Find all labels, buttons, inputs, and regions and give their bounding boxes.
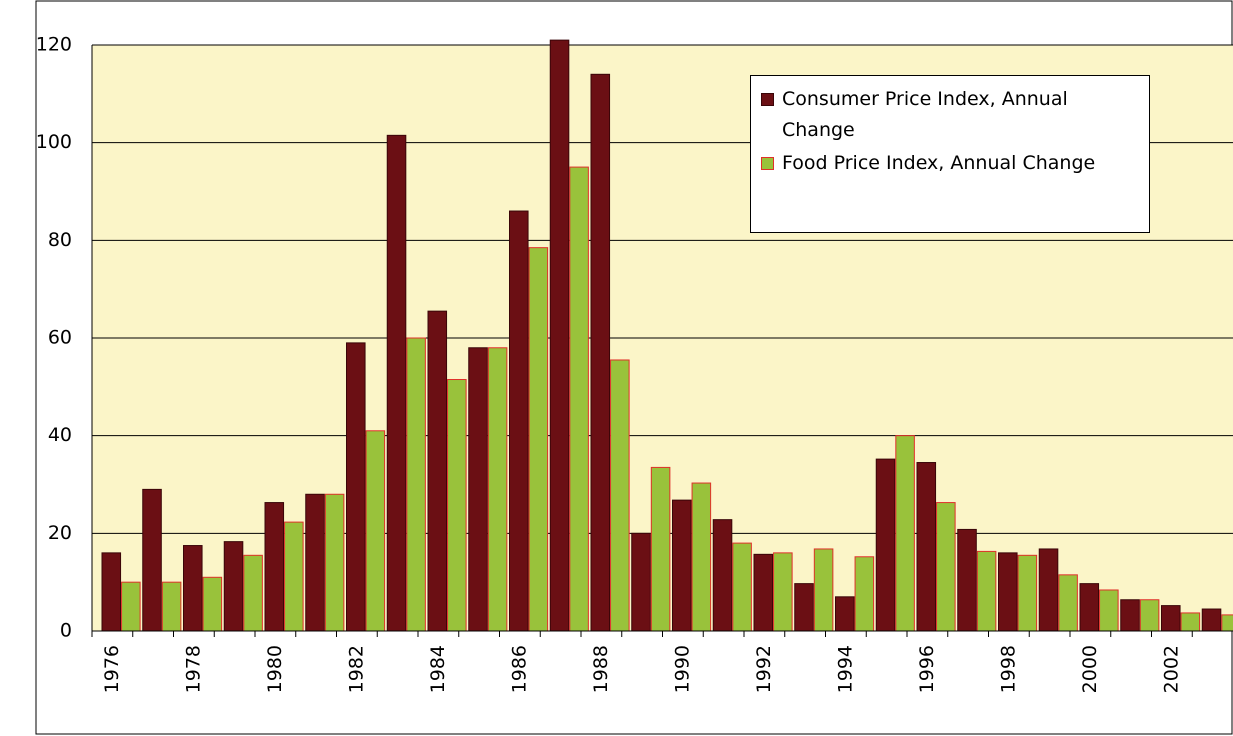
x-tick-label: 1978	[182, 645, 204, 693]
bar	[386, 134, 407, 632]
legend-label: Food Price Index, Annual Change	[782, 152, 1096, 174]
y-tick-label: 40	[48, 424, 72, 446]
bar	[487, 347, 508, 632]
bar	[101, 552, 122, 632]
bar	[223, 541, 244, 632]
bar	[794, 583, 814, 632]
legend-entry: Consumer Price Index, Annual Change	[761, 84, 1141, 146]
bar	[691, 482, 712, 632]
bar	[142, 488, 162, 632]
bar	[509, 210, 529, 632]
bar	[1038, 548, 1059, 632]
bar	[895, 435, 915, 632]
x-tick-label: 2002	[1160, 645, 1182, 693]
bar	[1017, 554, 1038, 632]
bar	[468, 347, 488, 632]
x-tick-label: 1996	[916, 645, 938, 693]
bar	[243, 554, 263, 632]
bar	[957, 528, 977, 632]
bar	[121, 581, 141, 632]
x-tick-label: 2000	[1079, 645, 1101, 693]
bar	[161, 581, 182, 632]
x-tick-label: 1988	[590, 645, 612, 693]
bar	[998, 552, 1018, 632]
x-tick-label: 1998	[997, 645, 1019, 693]
bar	[1139, 599, 1160, 632]
x-tick-label: 1980	[264, 645, 286, 693]
bar	[1221, 614, 1233, 632]
bar	[936, 502, 956, 632]
bar	[528, 247, 549, 632]
bar	[753, 553, 774, 632]
bar	[976, 550, 997, 632]
bar	[650, 466, 671, 632]
bar	[916, 462, 937, 632]
bar	[712, 519, 733, 632]
x-tick-label: 1986	[508, 645, 530, 693]
bar	[732, 542, 752, 632]
bar	[1099, 589, 1119, 632]
bar	[631, 532, 651, 632]
y-tick-label: 60	[48, 327, 72, 349]
x-tick-label: 1992	[753, 645, 775, 693]
bar	[569, 166, 589, 632]
bar	[305, 493, 325, 632]
x-tick-label: 1976	[101, 645, 123, 693]
legend-label: Consumer Price Index, Annual Change	[782, 88, 1068, 141]
bar	[1079, 583, 1100, 632]
bar	[447, 379, 467, 632]
bar	[610, 359, 630, 632]
bar	[202, 576, 223, 632]
bar	[835, 596, 855, 632]
y-tick-label: 100	[36, 131, 72, 153]
bar	[365, 430, 386, 632]
bar	[813, 548, 834, 632]
bar	[875, 458, 896, 632]
bar	[1180, 612, 1201, 632]
bar	[590, 73, 611, 632]
bar	[549, 39, 570, 632]
bar	[1120, 599, 1140, 632]
bar	[183, 545, 203, 632]
x-tick-label: 1994	[834, 645, 856, 693]
x-tick-label: 1990	[671, 645, 693, 693]
bar	[346, 342, 366, 632]
legend-swatch	[761, 93, 774, 106]
bar	[854, 556, 875, 632]
legend-swatch	[761, 157, 774, 170]
y-tick-label: 80	[48, 229, 72, 251]
legend: Consumer Price Index, Annual Change Food …	[750, 75, 1150, 233]
bar	[284, 521, 304, 632]
y-tick-label: 0	[60, 620, 72, 642]
x-tick-label: 1984	[427, 645, 449, 693]
bar	[264, 502, 285, 632]
bar	[427, 310, 448, 632]
y-tick-label: 20	[48, 522, 72, 544]
bar	[324, 493, 345, 632]
x-tick-label: 1982	[345, 645, 367, 693]
bar	[773, 552, 793, 632]
bar	[1161, 605, 1181, 632]
bar	[406, 337, 426, 632]
bar	[1058, 574, 1078, 632]
bar	[672, 499, 692, 632]
y-tick-label: 120	[36, 34, 72, 56]
legend-entry: Food Price Index, Annual Change	[761, 148, 1141, 179]
bar	[1201, 608, 1222, 632]
